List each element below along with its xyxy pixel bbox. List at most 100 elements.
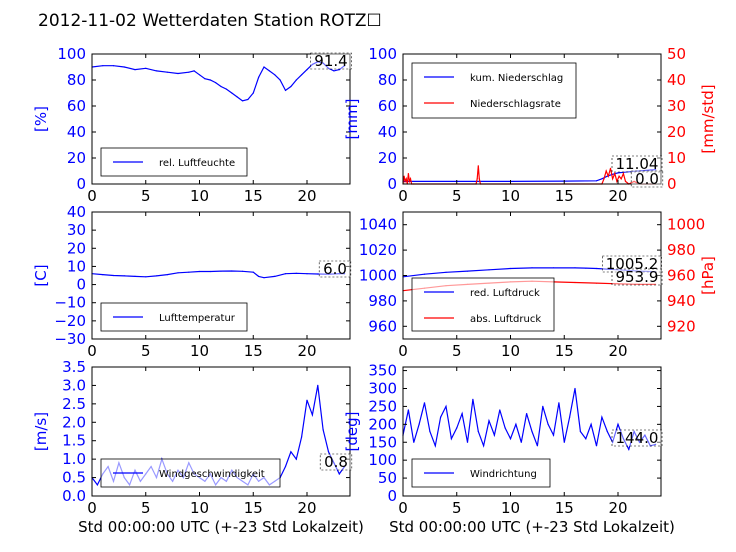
data-point-winddirection-0-28 [552,434,555,436]
data-point-humidity-0-13 [209,79,211,81]
data-point-precipitation-1-1 [403,175,405,177]
figure-title: 2012-11-02 Wetterdaten Station ROTZ☐ [38,11,382,31]
data-point-humidity-0-20 [247,98,249,101]
data-point-windspeed-0-1 [96,484,98,486]
y2-tick-label-pressure: 940 [667,292,696,310]
data-point-winddirection-0-37 [601,416,603,418]
data-point-windspeed-0-36 [284,465,287,468]
data-point-pressure-1-10 [617,283,619,285]
plot-frame-precipitation [402,53,662,185]
data-point-temperature-0-14 [241,270,244,272]
y-tick-label-precipitation: 40 [378,123,397,141]
data-point-windspeed-0-41 [311,414,313,416]
data-point-temperature-0-22 [317,273,319,275]
y-tick-label-windspeed: 2.0 [62,413,86,431]
data-point-winddirection-0-5 [429,430,431,433]
data-point-pressure-1-9 [595,282,598,284]
data-point-winddirection-0-26 [542,405,544,407]
y-tick-label-pressure: 960 [368,317,397,335]
data-point-humidity-0-30 [301,74,303,76]
x-tick-label-windspeed: 0 [87,499,97,517]
data-point-temperature-0-16 [258,275,260,277]
plot-frame-humidity [91,53,351,185]
data-point-winddirection-0-19 [504,427,506,429]
data-point-winddirection-0-24 [531,430,533,433]
value-annotation-box-precipitation [611,155,663,173]
data-point-precipitation-0-11 [649,169,651,171]
x-tick-label-precipitation: 5 [452,187,462,205]
data-point-precipitation-1-19 [609,167,612,169]
data-point-winddirection-0-47 [655,443,657,445]
y-axis-label-windspeed: [m/s] [32,412,50,451]
data-point-humidity-0-1 [102,65,104,67]
value-annotation-box-windspeed [319,453,353,471]
data-point-winddirection-0-44 [638,441,641,443]
x-tick-label-precipitation: 15 [555,187,574,205]
y-tick-label-winddirection: 350 [368,362,397,380]
data-point-humidity-0-26 [279,79,281,81]
data-point-humidity-0-35 [327,67,330,69]
y-tick-label-windspeed: 1.0 [62,450,86,468]
data-point-humidity-0-14 [215,82,217,84]
y-tick-label-windspeed: 2.5 [62,395,86,413]
data-point-precipitation-1-11 [476,178,478,180]
data-point-pressure-0-7 [552,267,555,269]
legend-box-pressure [411,277,555,332]
x-tick-label-winddirection: 20 [608,499,627,517]
y2-axis-label-pressure: [hPa] [699,256,717,295]
data-point-humidity-0-36 [333,70,335,72]
x-tick-label-humidity: 10 [190,187,209,205]
data-point-temperature-0-3 [123,275,125,277]
data-point-precipitation-0-9 [628,171,630,173]
data-point-windspeed-0-38 [295,458,297,460]
value-annotation-box-pressure [611,268,663,286]
data-point-precipitation-1-23 [618,175,620,177]
data-point-winddirection-0-32 [574,387,576,390]
x-axis-label-windspeed: Std 00:00:00 UTC (+-23 Std Lokalzeit) [78,518,364,536]
data-point-temperature-0-19 [284,273,287,275]
y-tick-label-precipitation: 100 [368,45,397,63]
data-point-pressure-0-10 [595,267,598,270]
data-point-winddirection-0-22 [520,441,522,443]
data-point-humidity-0-33 [317,61,319,63]
data-point-winddirection-0-8 [445,405,447,407]
value-annotation-temperature: 6.0 [323,260,347,278]
data-point-pressure-0-8 [574,267,576,269]
y-tick-label-precipitation: 0 [387,175,397,193]
data-point-humidity-0-29 [295,79,297,81]
value-annotation-precipitation: 0.0 [635,170,659,188]
data-point-humidity-0-3 [123,66,125,68]
plot-frame-temperature [91,211,351,340]
x-tick-label-temperature: 10 [190,342,209,360]
value-annotation-pressure: 1005.2 [606,255,659,273]
y-tick-label-windspeed: 1.5 [62,432,86,450]
data-point-humidity-0-11 [198,74,201,76]
data-point-winddirection-0-30 [563,441,565,443]
value-annotation-winddirection: 144.0 [616,429,659,447]
legend-label-pressure: red. Luftdruck [470,288,540,299]
data-point-precipitation-1-3 [405,178,407,180]
value-annotation-box-pressure [602,255,662,273]
data-point-winddirection-0-4 [423,402,426,404]
y-tick-label-temperature: 30 [67,221,86,239]
data-point-humidity-0-25 [274,74,276,76]
data-point-winddirection-0-6 [434,445,436,447]
data-point-winddirection-0-27 [547,423,549,425]
data-point-humidity-0-6 [155,70,158,72]
y2-tick-label-pressure: 1000 [667,216,705,234]
value-annotation-box-precipitation [630,170,664,188]
value-annotation-windspeed: 0.8 [324,453,348,471]
data-point-winddirection-0-38 [606,430,608,433]
data-point-precipitation-0-12 [655,169,657,171]
x-tick-label-pressure: 0 [398,342,408,360]
x-tick-label-precipitation: 0 [398,187,408,205]
data-point-winddirection-0-15 [483,445,485,447]
x-tick-label-precipitation: 10 [501,187,520,205]
y-tick-label-windspeed: 0.5 [62,469,86,487]
y-tick-label-humidity: 80 [67,71,86,89]
data-point-precipitation-1-13 [478,178,480,180]
panel-temperature: 0 5 10 15 20−30−20−10010203040[C]Lufttempera… [32,203,352,360]
y2-tick-label-precipitation: 40 [667,71,686,89]
